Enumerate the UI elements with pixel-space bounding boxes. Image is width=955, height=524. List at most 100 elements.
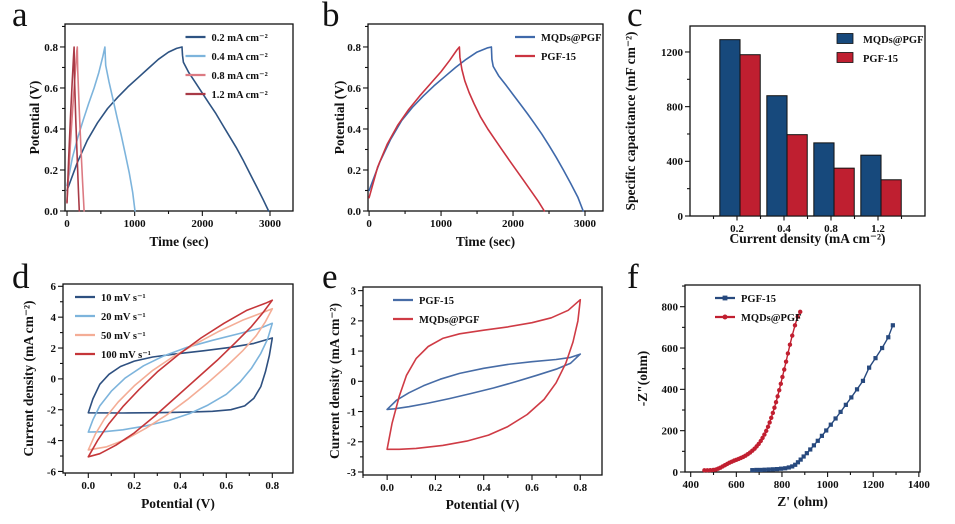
- y-tick-label: -6: [47, 466, 57, 478]
- y-tick-label: 0.6: [44, 83, 58, 95]
- legend-label: 100 mV s⁻¹: [101, 350, 151, 361]
- marker-square: [798, 457, 803, 462]
- legend-label: 20 mV s⁻¹: [101, 312, 146, 323]
- marker-square: [867, 365, 872, 370]
- chart-cv-comparison: -3 -2 -1 0 1 2 3 0.0 0.2 0.4 0.6 0.8 PGF-15 MQDs@PGF P…: [327, 285, 603, 512]
- plot-frame: [367, 23, 604, 212]
- legend-label: 1.2 mA cm⁻²: [212, 90, 268, 101]
- y-axis-label: -Z"(ohm): [635, 351, 650, 407]
- y-tick-label: 3: [351, 285, 357, 297]
- marker-square: [808, 447, 813, 452]
- x-tick-label: 0: [366, 218, 372, 230]
- y-tick-label: 0.2: [347, 165, 361, 177]
- x-tick-label: 400: [682, 479, 699, 491]
- marker-circle: [765, 424, 771, 429]
- marker-square: [786, 465, 791, 470]
- y-tick-label: 0: [673, 467, 679, 479]
- y-tick-label: 0: [351, 376, 357, 388]
- legend-swatch: [836, 52, 854, 63]
- y-tick-label: 800: [662, 301, 679, 313]
- legend-label: MQDs@PGF: [741, 313, 802, 324]
- marker-square: [833, 416, 838, 421]
- marker-square: [828, 422, 833, 427]
- marker-circle: [777, 387, 782, 393]
- x-tick-label: 0.4: [173, 480, 187, 492]
- marker-circle: [782, 367, 787, 372]
- panel-e: e -3 -2 -1 0 1 2 3 0.0 0.2 0.4 0.6 0.8 PGF-15 MQDs@PG…: [310, 257, 615, 524]
- y-tick-label: 2: [351, 316, 357, 328]
- marker-square: [880, 345, 885, 351]
- bar-MQDs@PGF: [719, 39, 741, 217]
- y-tick-label: 0.4: [347, 124, 361, 136]
- marker-circle: [790, 333, 795, 338]
- legend-label: PGF-15: [741, 294, 776, 305]
- y-tick-label: 600: [662, 343, 679, 355]
- bar-MQDs@PGF: [860, 154, 882, 217]
- marker-square: [762, 467, 767, 472]
- legend-marker: [722, 314, 728, 320]
- series-line: [87, 299, 274, 458]
- y-tick-label: -4: [47, 435, 57, 447]
- legend-label: MQDs@PGF: [541, 33, 602, 44]
- chart-specific-capacitance-bars: 0 400 800 1200 0.2 0.4 0.8 1.2 MQDs@PGF PGF-15 Cur…: [623, 25, 926, 246]
- x-tick-label: 800: [774, 479, 791, 491]
- marker-square: [873, 356, 878, 361]
- marker-circle: [792, 323, 798, 328]
- panel-b: b 0.0 0.2 0.4 0.6 0.8 0 1000 2000 3000 MQDs@PGF PG…: [310, 0, 615, 262]
- marker-square: [778, 466, 784, 471]
- y-tick-label: -3: [347, 467, 357, 479]
- marker-square: [754, 467, 759, 473]
- marker-square: [843, 402, 848, 407]
- chart-gcd-comparison: 0.0 0.2 0.4 0.6 0.8 0 1000 2000 3000 MQDs@PGF PGF-…: [332, 23, 604, 249]
- x-tick-label: 600: [728, 479, 745, 491]
- y-axis-label: Potential (V): [27, 81, 42, 155]
- marker-square: [815, 438, 820, 443]
- y-tick-label: 0.0: [347, 206, 361, 218]
- x-tick-label: 0.8: [265, 480, 279, 492]
- marker-square: [774, 467, 780, 472]
- x-tick-label: 1400: [908, 479, 931, 491]
- x-tick-label: 2000: [191, 218, 214, 230]
- x-tick-label: 0.8: [573, 482, 587, 494]
- y-tick-label: 800: [667, 101, 684, 113]
- y-tick-label: 0.2: [44, 165, 58, 177]
- marker-square: [890, 323, 895, 328]
- legend-label: PGF-15: [419, 296, 454, 307]
- legend-label: PGF-15: [863, 54, 898, 65]
- x-tick-label: 0.2: [429, 482, 443, 494]
- y-axis-label: Current density (mA cm⁻²): [327, 303, 342, 459]
- x-tick-label: 0.6: [525, 482, 539, 494]
- marker-square: [811, 443, 817, 448]
- x-tick-label: 1200: [862, 479, 885, 491]
- legend-label: PGF-15: [541, 52, 576, 63]
- marker-square: [824, 428, 829, 433]
- panel-label-f: f: [627, 257, 639, 296]
- x-tick-label: 0.4: [777, 223, 791, 235]
- marker-square: [758, 467, 763, 473]
- marker-square: [819, 433, 824, 438]
- y-tick-label: 6: [51, 281, 57, 293]
- x-tick-label: 0.8: [824, 223, 838, 235]
- x-tick-label: 1.2: [871, 223, 885, 235]
- x-tick-label: 1000: [124, 218, 147, 230]
- y-tick-label: -2: [347, 437, 357, 449]
- y-tick-label: 0: [678, 211, 684, 223]
- bar-PGF-15: [786, 134, 808, 217]
- y-tick-label: 0: [51, 374, 57, 386]
- marker-circle: [762, 432, 767, 437]
- marker-circle: [772, 405, 777, 410]
- x-tick-label: 0: [64, 218, 70, 230]
- series-line: [368, 46, 546, 212]
- y-tick-label: 1: [351, 346, 357, 358]
- bar-PGF-15: [739, 54, 761, 217]
- marker-square: [766, 467, 771, 472]
- y-tick-label: 400: [667, 156, 684, 168]
- marker-circle: [778, 381, 784, 386]
- bar-PGF-15: [833, 167, 855, 217]
- x-tick-label: 0.2: [127, 480, 141, 492]
- legend-label: 50 mV s⁻¹: [101, 331, 146, 342]
- chart-cv-scan-rates: -6 -4 -2 0 2 4 6 0.0 0.2 0.4 0.6 0.8 10 mV s⁻¹ 20 mV …: [21, 281, 294, 511]
- legend-label: 0.2 mA cm⁻²: [212, 33, 268, 44]
- panel-c: c 0 400 800 1200 0.2 0.4 0.8 1.2 MQDs@PGF PGF-15 C…: [615, 0, 955, 262]
